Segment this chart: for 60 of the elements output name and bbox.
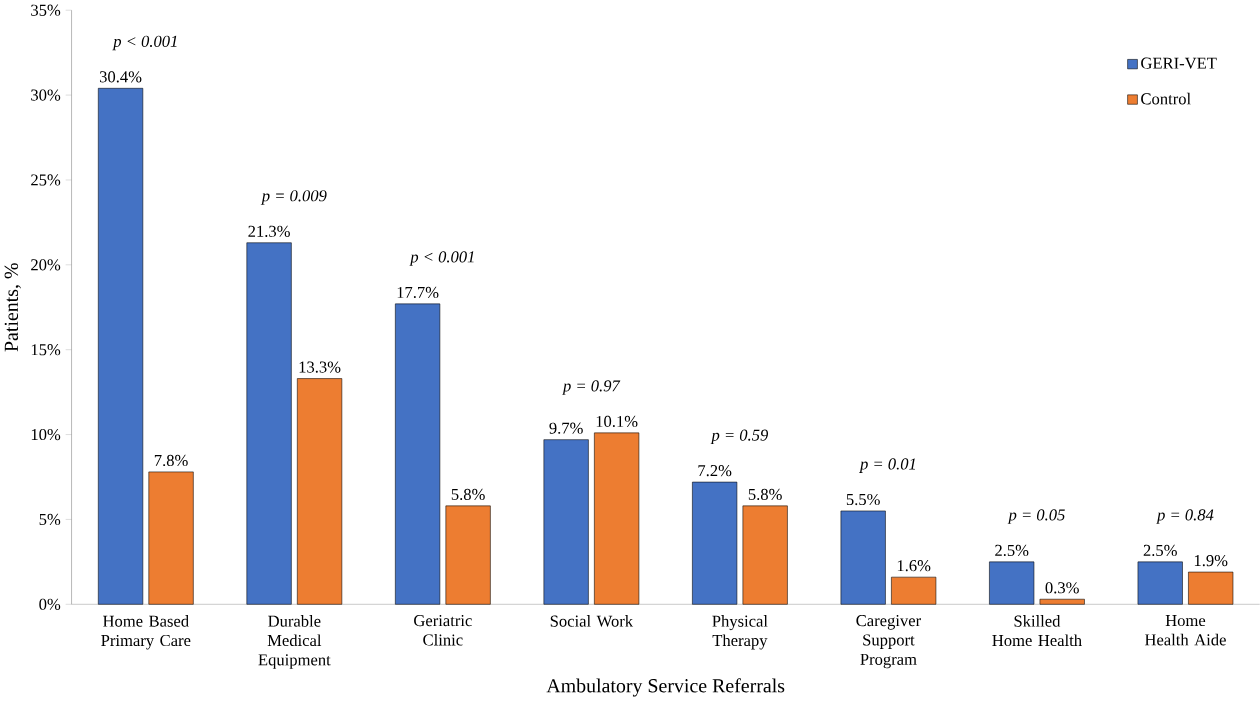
bar [692,481,738,605]
data-label: 9.7% [549,422,583,434]
x-tick-label: Skilled Home Health [992,614,1082,646]
legend-label: GERI-VET [1141,57,1217,69]
data-label: 1.9% [1194,554,1228,567]
y-tick-label: 35% [31,4,61,16]
x-tick-label: Home Based Primary Care [101,614,191,650]
y-tick-label: 25% [31,174,61,186]
annotation: p = 0.01 [859,458,916,473]
data-label: 7.2% [698,464,732,477]
bar [148,471,194,605]
data-label: 7.8% [154,454,188,467]
x-tick-label: Social Work [550,614,634,627]
annotation: p = 0.59 [710,429,769,444]
x-tick-label: Durable Medical Equipment [258,614,331,669]
data-label: 1.6% [897,559,931,572]
data-label: 5.8% [451,488,485,500]
annotation: p = 0.97 [562,380,621,395]
bar [594,432,640,605]
bar [742,505,788,605]
y-axis-title: Patients, % [4,263,21,352]
data-label: 10.1% [596,415,638,427]
annotation: p = 0.05 [1007,509,1065,524]
x-tick-label: Caregiver Support Program [856,614,921,669]
bar [445,505,491,605]
data-label: 0.3% [1045,582,1079,594]
y-tick-label: 30% [31,89,61,101]
bar [98,87,144,605]
y-tick-label: 15% [31,343,61,356]
data-label: 2.5% [995,544,1029,556]
legend-label: Control [1141,92,1191,105]
bar [891,576,937,605]
annotation: p = 0.009 [260,190,327,205]
data-label: 5.8% [748,488,782,500]
bar [395,303,441,605]
bar [1137,561,1183,605]
x-tick-label: Physical Therapy [712,614,768,650]
bar [246,242,292,605]
bar [543,439,589,605]
y-tick-label: 0% [39,598,61,610]
data-label: 5.5% [846,493,880,506]
x-axis-title: Ambulatory Service Referrals [546,678,785,697]
annotation: p < 0.001 [112,35,177,51]
data-label: 17.7% [397,286,439,298]
x-tick-label: Geriatric Clinic [414,614,472,646]
bar [1039,598,1085,605]
bar [1188,571,1234,605]
bar [840,510,886,605]
data-label: 21.3% [248,225,290,237]
y-tick-label: 10% [31,428,61,441]
y-tick-label: 20% [31,259,61,271]
annotation: p < 0.001 [409,251,474,266]
data-label: 13.3% [299,361,341,373]
data-label: 2.5% [1143,544,1177,556]
x-tick-label: Home Health Aide [1144,614,1226,646]
bar [989,561,1035,605]
data-label: 30.4% [99,71,142,83]
y-tick-label: 5% [39,513,61,525]
bar [297,378,343,605]
annotation: p = 0.84 [1156,509,1214,524]
